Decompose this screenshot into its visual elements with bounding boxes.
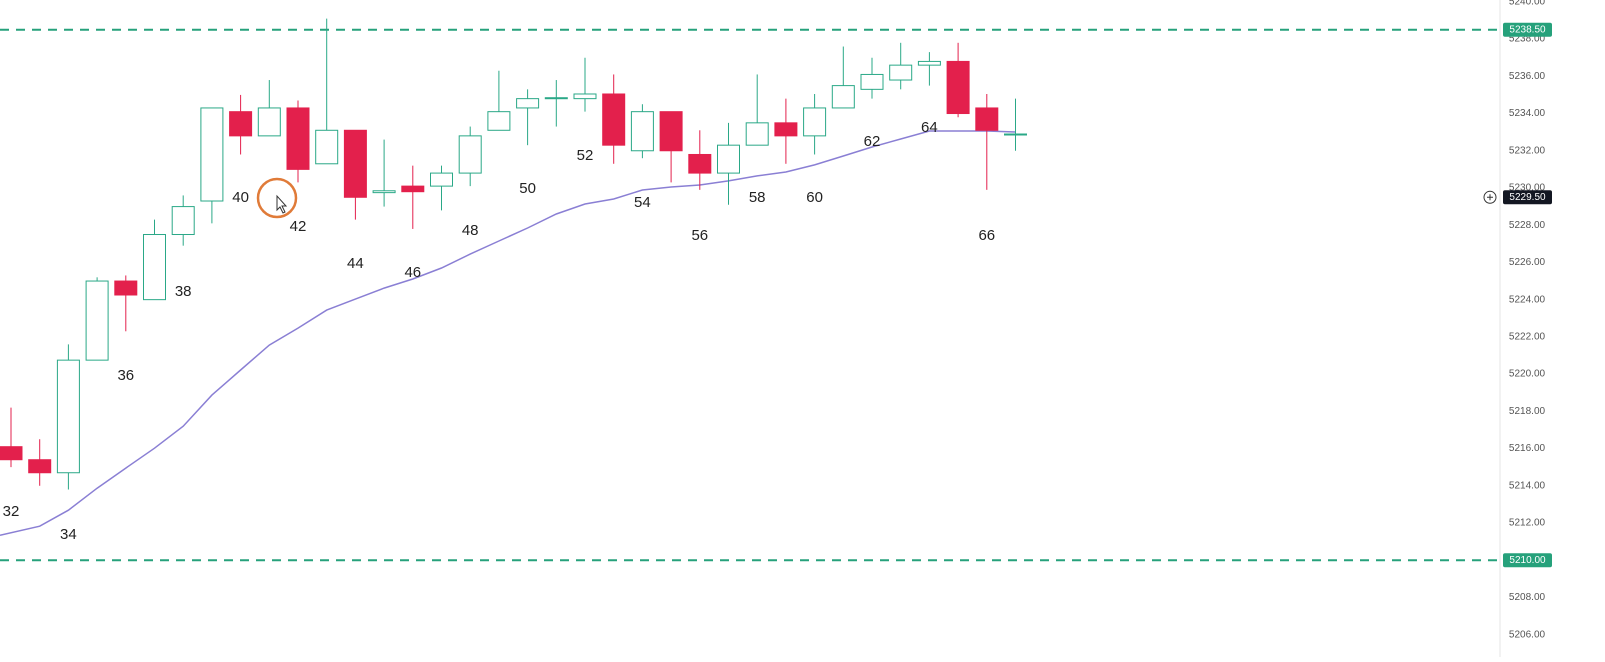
candle-body	[860, 73, 884, 90]
candle-body	[745, 122, 769, 146]
candle-body	[1004, 133, 1027, 136]
moving-average-line	[0, 130, 1016, 537]
bar-number-label: 64	[921, 119, 938, 136]
candle-body	[257, 107, 281, 137]
bar-number-label: 56	[691, 227, 708, 244]
candle-body	[430, 172, 453, 187]
y-tick-label: 5240.00	[1509, 0, 1546, 8]
candle-body	[143, 234, 166, 301]
candle-body	[659, 111, 683, 152]
candle-body	[200, 107, 224, 202]
candle-body	[774, 122, 798, 137]
y-tick-label: 5222.00	[1509, 332, 1546, 343]
candle-body	[688, 153, 712, 174]
candle-body	[171, 206, 195, 236]
y-tick-label: 5238.00	[1509, 34, 1546, 45]
bar-number-label: 60	[806, 189, 823, 206]
y-tick-label: 5220.00	[1509, 369, 1546, 380]
bar-number-label: 38	[175, 283, 192, 300]
y-tick-label: 5214.00	[1509, 480, 1546, 491]
bar-number-label: 58	[749, 189, 766, 206]
level-label-box	[1503, 553, 1552, 568]
candle-body	[372, 190, 396, 194]
candle-body	[946, 60, 970, 115]
candle-body	[0, 446, 23, 461]
bar-number-label: 46	[404, 264, 421, 281]
cursor-highlight	[256, 177, 298, 219]
mouse-cursor	[276, 194, 288, 214]
bar-number-label: 36	[117, 367, 134, 384]
candle-body	[831, 85, 855, 109]
bar-number-label: 50	[519, 180, 536, 197]
y-tick-label: 5206.00	[1509, 629, 1546, 640]
candle-body	[487, 111, 511, 131]
bar-number-label: 40	[232, 189, 249, 206]
candle-body	[286, 107, 310, 170]
y-tick-label: 5230.00	[1509, 183, 1546, 194]
candle-body	[56, 359, 80, 474]
candle-body	[458, 135, 482, 174]
candle-body	[401, 185, 425, 193]
candle-body	[602, 93, 626, 146]
level-label: 5210.00	[1509, 555, 1546, 566]
y-tick-label: 5212.00	[1509, 518, 1546, 529]
bar-number-label: 54	[634, 194, 651, 211]
candle-body	[229, 111, 253, 137]
y-tick-label: 5232.00	[1509, 145, 1546, 156]
crosshair-label: 5229.50	[1509, 192, 1546, 203]
y-tick-label: 5234.00	[1509, 108, 1546, 119]
level-label-box	[1503, 22, 1552, 37]
bar-number-label: 48	[462, 222, 479, 239]
bar-number-label: 62	[864, 133, 881, 150]
candle-body	[630, 111, 654, 152]
y-tick-label: 5228.00	[1509, 220, 1546, 231]
y-tick-label: 5224.00	[1509, 294, 1546, 305]
y-tick-label: 5216.00	[1509, 443, 1546, 454]
candle-body	[917, 60, 941, 66]
candle-body	[114, 280, 138, 296]
bar-number-label: 42	[290, 218, 307, 235]
candle-body	[85, 280, 109, 361]
crosshair-icon-plus	[1487, 194, 1493, 201]
y-tick-label: 5226.00	[1509, 257, 1546, 268]
bar-number-label: 66	[978, 227, 995, 244]
candle-body	[889, 64, 913, 81]
bar-number-label: 34	[60, 526, 77, 543]
y-tick-label: 5236.00	[1509, 71, 1546, 82]
candle-body	[28, 459, 52, 474]
bar-number-label: 44	[347, 255, 364, 272]
candle-body	[975, 107, 999, 131]
y-tick-label: 5218.00	[1509, 406, 1546, 417]
level-label: 5238.50	[1509, 24, 1546, 35]
candle-body	[544, 97, 568, 100]
candle-body	[343, 129, 367, 198]
y-tick-label: 5208.00	[1509, 592, 1546, 603]
candle-body	[717, 144, 740, 174]
crosshair-label-box	[1503, 190, 1552, 205]
bar-number-label: 32	[3, 503, 20, 520]
candle-body	[573, 93, 597, 100]
candle-body	[803, 107, 827, 137]
candle-body	[516, 98, 540, 109]
bar-number-label: 52	[577, 147, 594, 164]
candle-body	[315, 129, 339, 165]
